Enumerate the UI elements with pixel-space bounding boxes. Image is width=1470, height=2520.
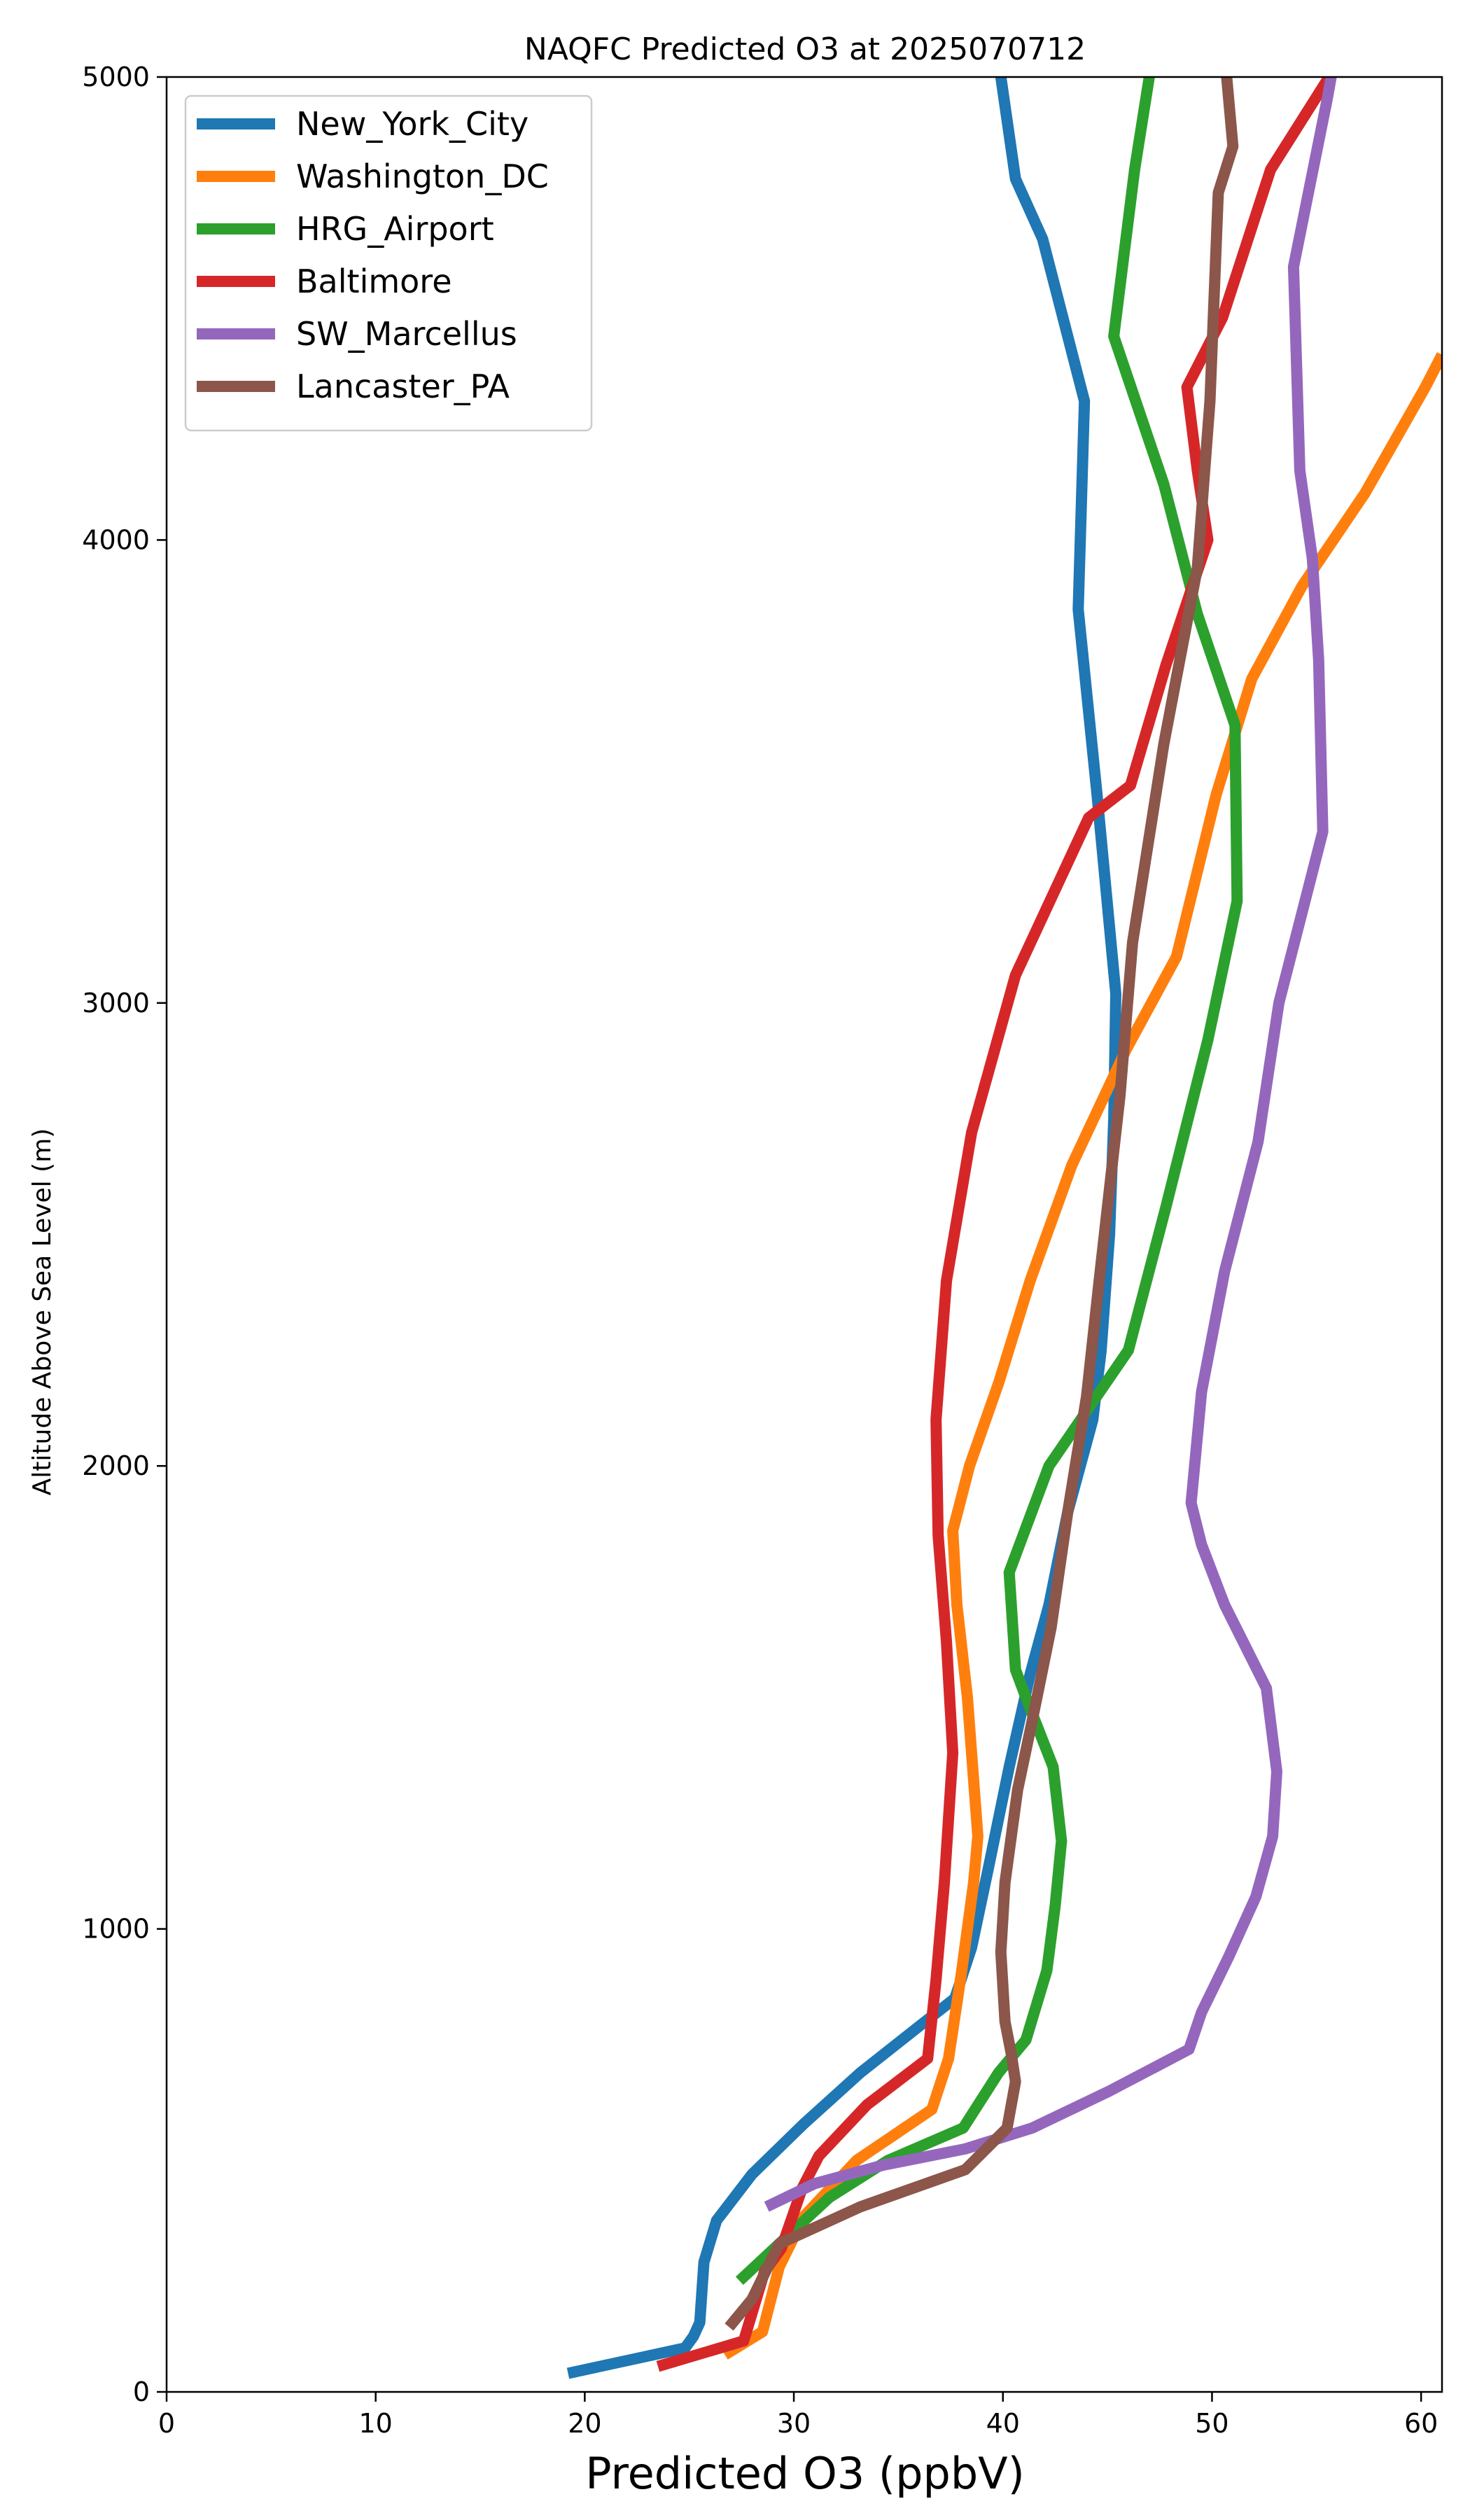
y-tick-label: 1000 [82,1914,150,1945]
legend-label: HRG_Airport [296,210,494,248]
series-layer [566,77,1442,2379]
x-tick-label: 60 [1404,2408,1438,2439]
y-tick-label: 0 [133,2376,150,2407]
y-tick-label: 4000 [82,524,150,555]
plot-frame [165,76,1443,2393]
legend-label: Lancaster_PA [296,368,510,405]
legend-frame [184,94,593,432]
x-axis-label: Predicted O3 (ppbV) [585,2448,1025,2499]
axes-layer: 0 10 20 30 40 50 60 0 1000 2000 3000 4000 5000 [82,62,1443,2439]
x-tick-label: 40 [986,2408,1020,2439]
legend-label: Baltimore [296,262,452,300]
series-line-hrg-airport [735,77,1243,2286]
series-line-washington-dc [722,352,1442,2360]
y-axis-label: Altitude Above Sea Level (m) [28,1128,57,1496]
x-tick-label: 20 [568,2408,601,2439]
x-tick-label: 30 [777,2408,811,2439]
y-tick-label: 3000 [82,988,150,1018]
legend-label: Washington_DC [296,158,549,195]
x-tick-label: 0 [158,2408,175,2439]
y-tick-label: 2000 [82,1450,150,1481]
y-tick-label: 5000 [82,62,150,92]
legend: New_York_City Washington_DC HRG_Airport Bal… [184,94,593,432]
x-tick-label: 50 [1195,2408,1228,2439]
legend-label: New_York_City [296,105,528,143]
x-tick-label: 10 [359,2408,393,2439]
series-line-lancaster-pa [724,77,1239,2331]
legend-label: SW_Marcellus [296,315,517,353]
series-line-new-york-city [566,77,1121,2379]
chart-title: NAQFC Predicted O3 at 2025070712 [524,31,1086,67]
series-line-sw-marcellus [764,77,1337,2212]
